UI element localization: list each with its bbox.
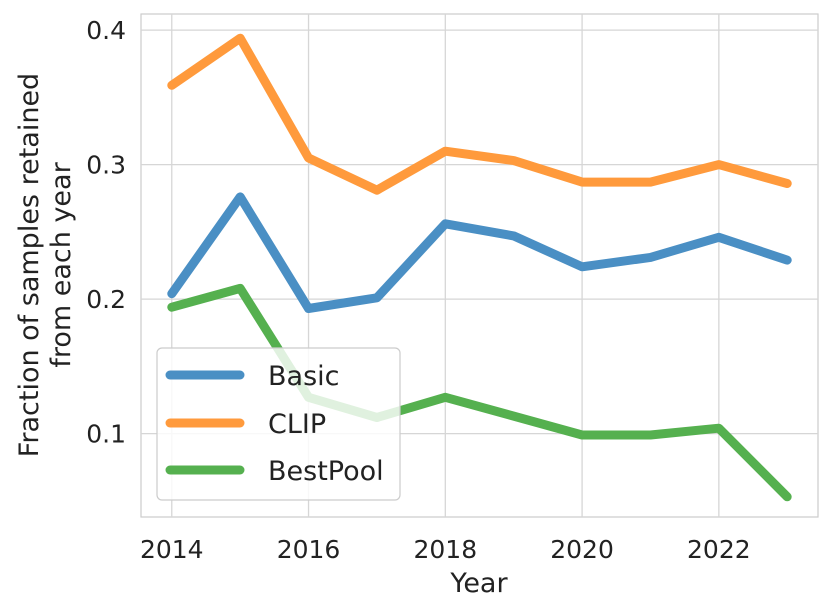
series-line-basic <box>167 192 792 313</box>
x-tick-label: 2014 <box>140 535 204 564</box>
y-axis-label-line-1: Fraction of samples retained <box>14 73 45 457</box>
legend-label-basic: Basic <box>268 361 339 392</box>
y-axis-label: Fraction of samples retained from each y… <box>14 73 77 457</box>
x-tick-label: 2016 <box>277 535 341 564</box>
series-lines <box>167 33 792 502</box>
legend-label-clip: CLIP <box>268 409 326 440</box>
series-line-bestpool <box>167 283 792 502</box>
x-tick-label: 2020 <box>550 535 614 564</box>
y-axis-ticks: 0.1 0.2 0.3 0.4 <box>86 16 126 448</box>
legend: Basic CLIP BestPool <box>156 347 401 501</box>
x-axis-ticks: 2014 2016 2018 2020 2022 <box>140 535 751 564</box>
y-tick-label: 0.2 <box>86 285 126 314</box>
x-axis-label: Year <box>449 568 508 599</box>
y-tick-label: 0.1 <box>86 420 126 449</box>
x-tick-label: 2022 <box>687 535 751 564</box>
y-axis-label-line-2: from each year <box>46 161 77 367</box>
y-tick-label: 0.4 <box>86 16 126 45</box>
legend-box <box>156 347 401 501</box>
x-tick-label: 2018 <box>413 535 477 564</box>
y-tick-label: 0.3 <box>86 151 126 180</box>
legend-label-bestpool: BestPool <box>268 456 384 487</box>
series-line-clip <box>167 33 792 195</box>
